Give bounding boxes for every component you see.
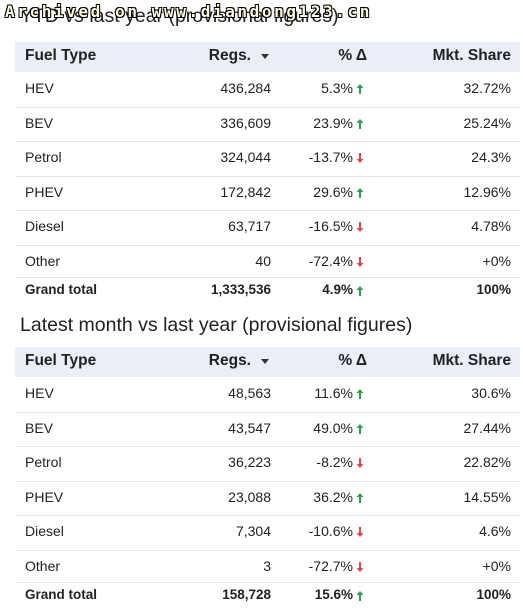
total-cell: 100%: [476, 281, 511, 297]
table-cell: 14.55%: [463, 488, 511, 505]
table-cell: 49.0%: [313, 419, 353, 436]
arrow-up: [356, 187, 364, 198]
header-row: [15, 347, 520, 377]
table-cell: 43,547: [228, 419, 271, 436]
column-header: % Δ: [338, 352, 367, 369]
table-cell: 36.2%: [313, 488, 353, 505]
table-cell: -10.6%: [308, 523, 353, 539]
table-cell: 25.24%: [463, 114, 511, 131]
arrow-down: [356, 561, 364, 572]
table-cell: -72.7%: [308, 557, 353, 574]
row-separator: [15, 411, 520, 413]
table-cell: +0%: [482, 557, 511, 574]
total-cell: Grand total: [25, 281, 98, 297]
arrow-down: [356, 256, 364, 267]
table-cell: 23.9%: [313, 114, 353, 131]
table-cell: 5.3%: [321, 80, 353, 96]
table-cell: 12.96%: [463, 183, 511, 200]
table-cell: 40: [255, 252, 271, 269]
row-separator: [15, 106, 520, 108]
table-cell: 3: [263, 557, 271, 574]
arrow-up: [356, 285, 364, 296]
table-title: YTD vs last year (provisional figures): [20, 5, 339, 27]
table-cell: 36,223: [228, 454, 271, 470]
table-cell: 172,842: [220, 183, 271, 200]
table-cell: Diesel: [25, 523, 64, 539]
arrow-up: [356, 118, 364, 129]
total-cell: Grand total: [25, 586, 98, 602]
row-separator: [15, 276, 520, 278]
row-separator: [15, 515, 520, 516]
row-separator: [15, 244, 520, 246]
table-cell: -13.7%: [308, 149, 353, 165]
table-cell: 4.78%: [471, 218, 511, 234]
table-cell: 23,088: [228, 488, 271, 505]
sort-indicator: [261, 359, 269, 364]
table-cell: 11.6%: [314, 385, 353, 401]
table-cell: Diesel: [25, 218, 64, 234]
arrow-down: [356, 527, 364, 537]
column-header: Mkt. Share: [432, 47, 511, 64]
arrow-up: [356, 84, 364, 94]
table-cell: BEV: [25, 114, 54, 131]
table-cell: 27.44%: [463, 419, 511, 436]
arrow-up: [356, 590, 364, 601]
header-row: [15, 42, 520, 72]
row-separator: [15, 480, 520, 482]
table-cell: HEV: [25, 80, 54, 96]
table-cell: 24.3%: [471, 149, 511, 165]
arrow-down: [356, 458, 364, 468]
table-cell: 30.6%: [471, 385, 511, 401]
table-cell: HEV: [25, 385, 54, 401]
table-title: Latest month vs last year (provisional f…: [20, 314, 413, 336]
arrow-down: [356, 222, 364, 232]
table-cell: PHEV: [25, 183, 64, 200]
table-cell: 436,284: [220, 80, 271, 96]
table-cell: 7,304: [235, 523, 271, 539]
total-cell: 158,728: [222, 586, 271, 602]
column-header: Fuel Type: [25, 352, 97, 369]
table-cell: -16.5%: [308, 218, 353, 234]
row-separator: [15, 549, 520, 551]
sort-indicator: [261, 54, 269, 59]
total-cell: 15.6%: [314, 586, 353, 602]
table-cell: -72.4%: [308, 252, 353, 269]
table-cell: 324,044: [220, 149, 271, 165]
total-cell: 1,333,536: [210, 281, 271, 297]
table-cell: 48,563: [228, 385, 271, 401]
arrow-up: [356, 389, 364, 399]
table-cell: 63,717: [228, 218, 271, 234]
table-cell: 29.6%: [313, 183, 353, 200]
table-cell: PHEV: [25, 488, 64, 505]
table-cell: Petrol: [25, 149, 62, 165]
table-cell: -8.2%: [316, 454, 353, 470]
arrow-down: [356, 153, 364, 163]
column-header: Regs.: [208, 47, 251, 64]
total-cell: 4.9%: [322, 281, 353, 297]
arrow-up: [356, 492, 364, 503]
table-cell: Petrol: [25, 454, 62, 470]
table-cell: 22.82%: [463, 454, 511, 470]
row-separator: [15, 141, 520, 142]
table-cell: BEV: [25, 419, 54, 436]
table-cell: 4.6%: [479, 523, 511, 539]
row-separator: [15, 446, 520, 447]
total-cell: 100%: [476, 586, 511, 602]
watermark: Archived on www.diandong123.cn: [5, 2, 372, 21]
row-separator: [15, 581, 520, 583]
arrow-up: [356, 423, 364, 434]
column-header: % Δ: [338, 47, 367, 64]
table-cell: 336,609: [220, 114, 271, 131]
row-separator: [15, 175, 520, 177]
table-cell: +0%: [482, 252, 511, 269]
row-separator: [15, 210, 520, 211]
column-header: Regs.: [208, 352, 251, 369]
column-header: Mkt. Share: [432, 352, 511, 369]
column-header: Fuel Type: [25, 47, 97, 64]
table-cell: Other: [25, 252, 61, 269]
table-cell: Other: [25, 557, 61, 574]
table-cell: 32.72%: [463, 80, 511, 96]
